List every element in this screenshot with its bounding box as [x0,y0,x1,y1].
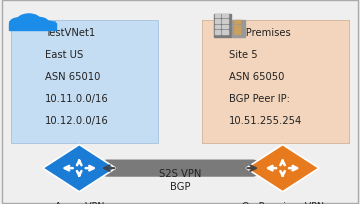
Circle shape [40,22,55,30]
Text: S2S VPN
BGP: S2S VPN BGP [159,169,201,191]
FancyBboxPatch shape [2,1,358,203]
Text: ASN 65050: ASN 65050 [229,72,284,82]
Bar [215,25,220,29]
Text: 10.51.255.254: 10.51.255.254 [229,116,302,126]
Circle shape [10,19,30,30]
Bar [234,31,239,34]
Bar [222,25,228,29]
Bar [222,31,228,34]
Circle shape [17,15,41,28]
Text: 10.12.0.0/16: 10.12.0.0/16 [45,116,109,126]
Text: Site 5: Site 5 [229,50,257,60]
Text: ASN 65010: ASN 65010 [45,72,100,82]
Bar [222,20,228,24]
Polygon shape [43,145,116,192]
Text: TestVNet1: TestVNet1 [45,28,95,38]
Bar [234,26,239,29]
Text: On-Premises: On-Premises [229,28,291,38]
Bar [222,15,228,18]
Circle shape [31,19,48,29]
Text: BGP Peer IP:: BGP Peer IP: [229,94,289,104]
Bar [234,21,239,24]
FancyBboxPatch shape [103,160,257,177]
Bar [9,24,56,31]
Text: On-Premises VPN: On-Premises VPN [242,201,324,204]
Bar [215,20,220,24]
Circle shape [93,163,113,174]
Bar [233,21,245,38]
Polygon shape [246,145,319,192]
FancyBboxPatch shape [9,22,56,30]
Bar [213,16,231,38]
FancyBboxPatch shape [202,20,349,143]
FancyBboxPatch shape [11,20,158,143]
Bar [215,15,220,18]
Text: East US: East US [45,50,83,60]
Bar [215,31,220,34]
Text: 10.11.0.0/16: 10.11.0.0/16 [45,94,109,104]
Text: Azure VPN: Azure VPN [54,201,104,204]
